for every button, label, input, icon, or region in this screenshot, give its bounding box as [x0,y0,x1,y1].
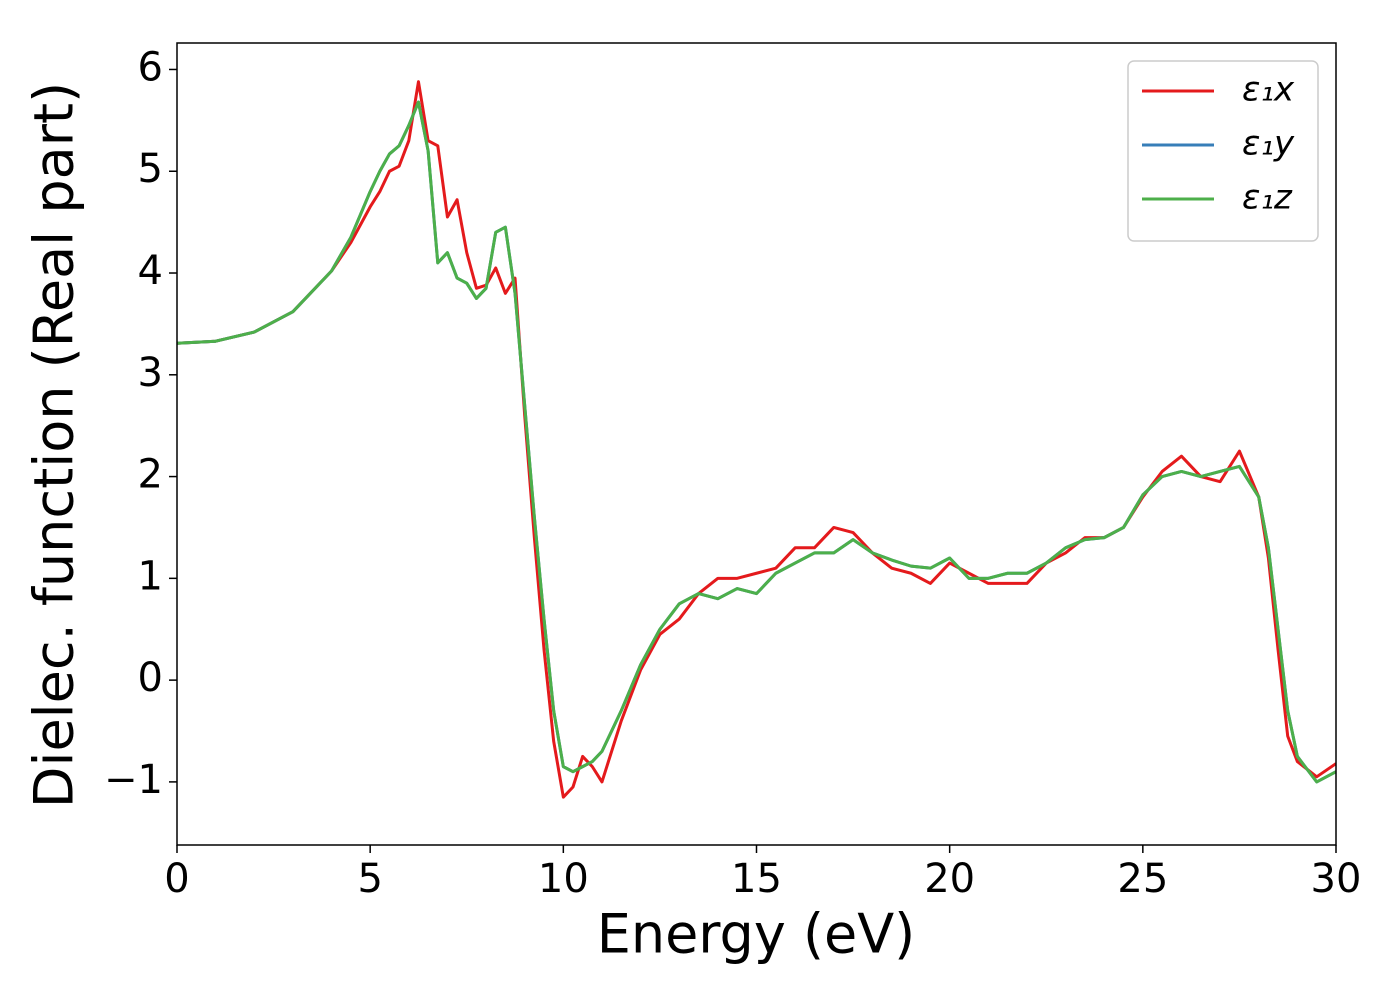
y-tick-label: −1 [104,757,163,803]
legend-label: ε₁x [1242,70,1295,110]
x-tick-label: 25 [1117,856,1168,902]
line-series [177,100,1336,784]
y-tick-label: 3 [138,350,163,396]
plot-frame [176,42,1337,846]
y-tick-label: 0 [138,655,163,701]
legend-box [1127,60,1319,242]
y-tick-label: 2 [138,452,163,498]
y-tick-label: 6 [138,44,163,90]
legend-label: ε₁y [1242,124,1295,164]
x-tick-label: 5 [357,856,382,902]
x-tick-label: 0 [164,856,189,902]
x-tick-label: 30 [1311,856,1362,902]
x-axis-label: Energy (eV) [597,903,916,966]
x-tick-label: 20 [924,856,975,902]
x-tick-label: 10 [538,856,589,902]
legend-label: ε₁z [1242,178,1293,218]
y-axis-label: Dielec. function (Real part) [23,82,86,808]
y-tick-label: 5 [138,146,163,192]
x-tick-label: 15 [731,856,782,902]
y-tick-label: 1 [138,553,163,599]
y-tick-label: 4 [138,248,163,294]
